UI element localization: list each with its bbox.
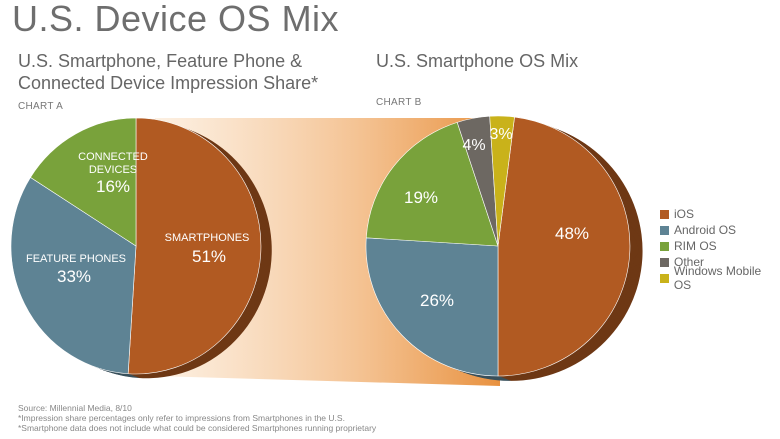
footer-source: Source: Millennial Media, 8/10: [18, 403, 132, 413]
chart-b-value-rim-os: 19%: [404, 188, 438, 207]
pie-chart-b: 48% 26% 19% 4%3%: [365, 115, 643, 381]
chart-a-label: CHART A: [18, 101, 64, 112]
legend-item-ios: iOS: [660, 206, 780, 222]
footer-note-2: *Smartphone data does not include what c…: [18, 423, 377, 433]
chart-b-value-windows-mobile-os: 3%: [489, 126, 512, 143]
legend-item-other: Other: [660, 254, 780, 270]
page-title: U.S. Device OS Mix: [12, 0, 340, 39]
chart-b-slice-rim-os: [365, 121, 499, 247]
pie-chart-a: SMARTPHONES 51% FEATURE PHONES 33% CONNECTED…: [10, 117, 272, 379]
legend-label: Android OS: [674, 223, 737, 237]
chart-b-value-other: 4%: [462, 137, 485, 154]
legend-label: Other: [674, 255, 705, 269]
chart-a-label-feature-phones-value: 33%: [57, 267, 91, 286]
legend-swatch: [660, 273, 669, 283]
legend-item-android-os: Android OS: [660, 222, 780, 238]
footer-notes: Source: Millennial Media, 8/10 *Impressi…: [18, 403, 376, 433]
footer-note-1: *Impression share percentages only refer…: [18, 413, 345, 423]
legend-swatch: [660, 257, 669, 267]
chart-a-label-feature-phones-name: FEATURE PHONES: [26, 253, 126, 265]
chart-a-slice-smartphones: [127, 117, 262, 375]
legend-swatch: [660, 241, 669, 251]
chart-a-slice-feature-phones: [10, 176, 137, 375]
chart-a-slice-connected-devices: [30, 117, 137, 247]
legend-label: RIM OS: [674, 239, 717, 253]
chart-b-label: CHART B: [376, 97, 422, 108]
chart-b-legend: iOS Android OS RIM OS Other Windows Mobile O…: [660, 206, 780, 292]
legend-item-rim-os: RIM OS: [660, 238, 780, 254]
chart-b-value-android-os: 26%: [420, 291, 454, 310]
legend-swatch: [660, 209, 669, 219]
chart-b-value-ios: 48%: [555, 224, 589, 243]
chart-a-label-smartphones-name: SMARTPHONES: [165, 232, 250, 244]
chart-a-label-connected-devices-name-2: DEVICES: [89, 164, 137, 176]
legend-label: Windows Mobile OS: [673, 264, 762, 292]
chart-a-label-connected-devices-value: 16%: [96, 177, 130, 196]
legend-label: iOS: [674, 207, 695, 221]
chart-a-label-connected-devices-name-1: CONNECTED: [78, 151, 148, 163]
legend-swatch: [660, 225, 669, 235]
chart-b-slice-ios: [497, 116, 631, 377]
chart-b-title: U.S. Smartphone OS Mix: [376, 51, 579, 71]
chart-a-title: U.S. Smartphone, Feature Phone & Connect…: [18, 51, 319, 93]
chart-b-slice-windows-mobile-os: [489, 115, 515, 247]
chart-b-slice-android-os: [365, 237, 499, 377]
legend-item-windows-mobile-os: Windows Mobile OS: [660, 264, 780, 292]
chart-a-label-smartphones-value: 51%: [192, 247, 226, 266]
